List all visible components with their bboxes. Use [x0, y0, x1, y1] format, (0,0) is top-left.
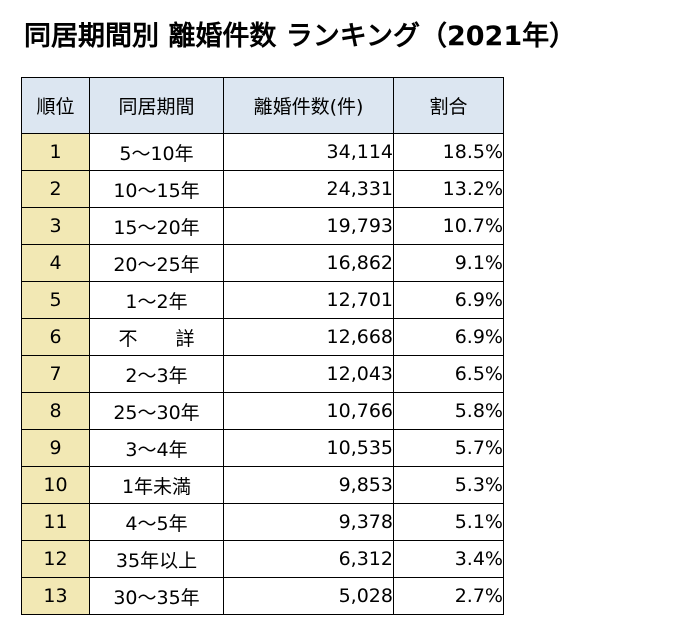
period-cell: 15～20年 — [89, 207, 224, 245]
rank-cell: 10 — [21, 466, 90, 504]
rank-cell: 1 — [21, 133, 90, 171]
ratio-cell: 5.3% — [393, 466, 504, 504]
count-cell: 5,028 — [223, 577, 394, 615]
rank-cell: 6 — [21, 318, 90, 356]
ratio-cell: 5.7% — [393, 429, 504, 467]
count-cell: 12,043 — [223, 355, 394, 393]
ratio-cell: 18.5% — [393, 133, 504, 171]
rank-cell: 12 — [21, 540, 90, 578]
period-cell: 10～15年 — [89, 170, 224, 208]
header-ratio: 割合 — [393, 77, 504, 134]
ratio-cell: 2.7% — [393, 577, 504, 615]
count-cell: 12,701 — [223, 281, 394, 319]
rank-cell: 7 — [21, 355, 90, 393]
table-row: 8 25～30年 10,766 5.8% — [21, 392, 504, 430]
header-rank: 順位 — [21, 77, 90, 134]
count-cell: 9,378 — [223, 503, 394, 541]
header-row: 順位 同居期間 離婚件数(件) 割合 — [21, 77, 504, 134]
ratio-cell: 5.8% — [393, 392, 504, 430]
period-cell: 不 詳 — [89, 318, 224, 356]
period-cell: 30～35年 — [89, 577, 224, 615]
table-row: 5 1～2年 12,701 6.9% — [21, 281, 504, 319]
rank-cell: 3 — [21, 207, 90, 245]
rank-cell: 2 — [21, 170, 90, 208]
ratio-cell: 10.7% — [393, 207, 504, 245]
ratio-cell: 6.5% — [393, 355, 504, 393]
ratio-cell: 9.1% — [393, 244, 504, 282]
count-cell: 10,766 — [223, 392, 394, 430]
ratio-cell: 6.9% — [393, 281, 504, 319]
rank-cell: 9 — [21, 429, 90, 467]
rank-cell: 8 — [21, 392, 90, 430]
period-cell: 35年以上 — [89, 540, 224, 578]
count-cell: 10,535 — [223, 429, 394, 467]
count-cell: 34,114 — [223, 133, 394, 171]
period-cell: 3～4年 — [89, 429, 224, 467]
table-row: 3 15～20年 19,793 10.7% — [21, 207, 504, 245]
table-row: 13 30～35年 5,028 2.7% — [21, 577, 504, 615]
ratio-cell: 5.1% — [393, 503, 504, 541]
count-cell: 12,668 — [223, 318, 394, 356]
count-cell: 9,853 — [223, 466, 394, 504]
table-row: 12 35年以上 6,312 3.4% — [21, 540, 504, 578]
header-period: 同居期間 — [89, 77, 224, 134]
table-row: 9 3～4年 10,535 5.7% — [21, 429, 504, 467]
table-row: 10 1年未満 9,853 5.3% — [21, 466, 504, 504]
table-row: 7 2～3年 12,043 6.5% — [21, 355, 504, 393]
rank-cell: 5 — [21, 281, 90, 319]
period-cell: 2～3年 — [89, 355, 224, 393]
period-cell: 25～30年 — [89, 392, 224, 430]
period-cell: 20～25年 — [89, 244, 224, 282]
period-cell: 4～5年 — [89, 503, 224, 541]
period-cell: 5～10年 — [89, 133, 224, 171]
rank-cell: 11 — [21, 503, 90, 541]
ratio-cell: 6.9% — [393, 318, 504, 356]
rank-cell: 4 — [21, 244, 90, 282]
ranking-table: 順位 同居期間 離婚件数(件) 割合 1 5～10年 34,114 18.5% … — [21, 77, 504, 615]
table-row: 4 20～25年 16,862 9.1% — [21, 244, 504, 282]
count-cell: 6,312 — [223, 540, 394, 578]
table-row: 1 5～10年 34,114 18.5% — [21, 133, 504, 171]
ratio-cell: 3.4% — [393, 540, 504, 578]
count-cell: 24,331 — [223, 170, 394, 208]
table-row: 11 4～5年 9,378 5.1% — [21, 503, 504, 541]
count-cell: 19,793 — [223, 207, 394, 245]
ratio-cell: 13.2% — [393, 170, 504, 208]
rank-cell: 13 — [21, 577, 90, 615]
page-title: 同居期間別 離婚件数 ランキング（2021年） — [24, 21, 577, 52]
count-cell: 16,862 — [223, 244, 394, 282]
table-row: 6 不 詳 12,668 6.9% — [21, 318, 504, 356]
table-row: 2 10～15年 24,331 13.2% — [21, 170, 504, 208]
period-cell: 1年未満 — [89, 466, 224, 504]
header-count: 離婚件数(件) — [223, 77, 394, 134]
period-cell: 1～2年 — [89, 281, 224, 319]
